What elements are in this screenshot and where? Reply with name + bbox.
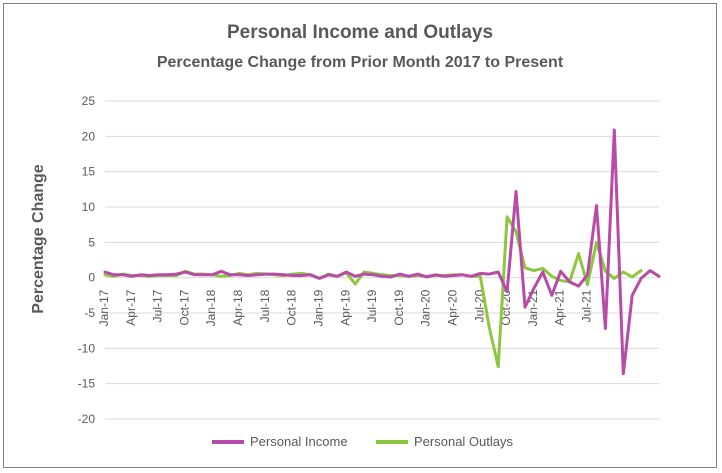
x-tick-label: Oct-17 — [177, 289, 191, 325]
chart-title: Personal Income and Outlays — [227, 22, 493, 43]
x-tick-label: Apr-20 — [445, 289, 459, 325]
y-tick-label: 15 — [82, 165, 96, 179]
x-axis-ticks: Jan-17 Apr-17 Jul-17 Oct-17 Jan-18 Apr-18 Jul-… — [97, 289, 594, 326]
y-axis-ticks: 25 20 15 10 5 0 -5 -10 -15 -20 — [78, 94, 96, 426]
y-tick-label: 25 — [82, 94, 96, 108]
y-tick-label: -20 — [78, 412, 96, 426]
x-tick-label: Apr-19 — [338, 289, 352, 325]
x-tick-label: Jul-19 — [365, 289, 379, 322]
x-tick-label: Apr-21 — [553, 289, 567, 325]
y-tick-label: -5 — [84, 306, 95, 320]
x-tick-label: Jul-21 — [580, 289, 594, 322]
chart-frame: Personal Income and Outlays Percentage C… — [3, 3, 717, 468]
legend-label-personal-income: Personal Income — [250, 434, 348, 449]
x-tick-label: Jan-19 — [311, 289, 325, 326]
y-tick-label: 10 — [82, 200, 96, 214]
series-line-personal-income — [103, 128, 661, 376]
x-tick-label: Jan-20 — [419, 289, 433, 326]
x-tick-label: Jan-21 — [526, 289, 540, 326]
x-tick-label: Jul-18 — [258, 289, 272, 322]
chart-subtitle: Percentage Change from Prior Month 2017 … — [157, 54, 564, 71]
y-tick-label: 0 — [88, 271, 95, 285]
y-tick-label: -10 — [78, 341, 96, 355]
x-tick-label: Jan-17 — [97, 289, 111, 326]
y-axis-label: Percentage Change — [30, 164, 47, 313]
x-tick-label: Oct-18 — [285, 289, 299, 325]
x-tick-label: Apr-18 — [231, 289, 245, 325]
x-tick-label: Jan-18 — [204, 289, 218, 326]
x-tick-label: Apr-17 — [124, 289, 138, 325]
legend-label-personal-outlays: Personal Outlays — [414, 434, 513, 449]
line-chart: Personal Income and Outlays Percentage C… — [30, 22, 661, 449]
y-tick-label: -15 — [78, 377, 96, 391]
x-tick-label: Jul-17 — [151, 289, 165, 322]
series-lines — [103, 128, 661, 376]
legend: Personal Income Personal Outlays — [212, 434, 513, 449]
y-tick-label: 5 — [88, 235, 95, 249]
x-tick-label: Oct-19 — [392, 289, 406, 325]
y-tick-label: 20 — [82, 129, 96, 143]
